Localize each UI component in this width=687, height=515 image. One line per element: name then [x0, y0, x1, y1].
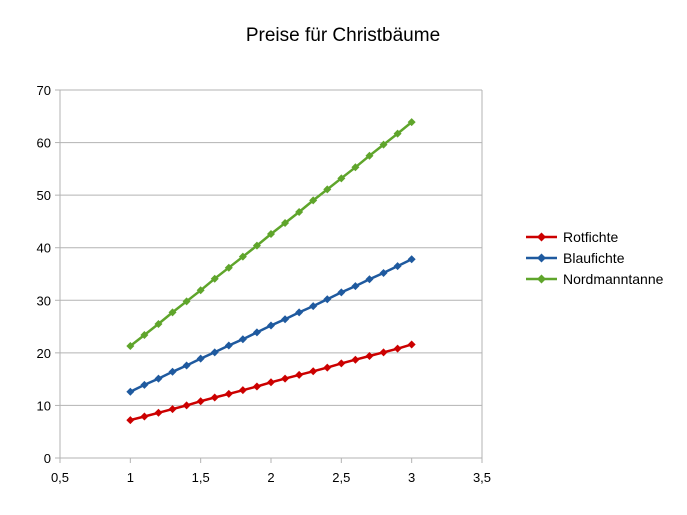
data-point — [407, 340, 416, 349]
data-point — [337, 288, 346, 297]
data-point — [281, 315, 290, 324]
data-point — [323, 185, 332, 194]
data-point — [210, 274, 219, 283]
x-tick-label: 0,5 — [51, 470, 69, 485]
data-point — [252, 241, 261, 250]
legend-item-nordmanntanne: Nordmanntanne — [526, 271, 664, 287]
x-tick-label: 2,5 — [332, 470, 350, 485]
series-group — [126, 118, 416, 425]
x-tick-label: 2 — [267, 470, 274, 485]
data-point — [140, 412, 149, 421]
data-point — [168, 308, 177, 317]
data-point — [126, 416, 135, 425]
data-point — [323, 363, 332, 372]
y-tick-label: 40 — [37, 241, 51, 256]
chart-title: Preise für Christbäume — [246, 25, 440, 46]
data-point — [393, 344, 402, 353]
data-point — [196, 286, 205, 295]
data-point — [267, 321, 275, 330]
data-point — [379, 348, 388, 357]
data-point — [238, 335, 247, 344]
x-tick-label: 1,5 — [192, 470, 210, 485]
data-point — [295, 308, 304, 317]
y-tick-label: 70 — [37, 83, 51, 98]
data-point — [267, 378, 275, 387]
data-point — [281, 219, 290, 228]
data-point — [168, 367, 177, 376]
y-tick-label: 50 — [37, 188, 51, 203]
data-point — [224, 389, 233, 398]
data-point — [337, 359, 346, 368]
data-point — [210, 393, 219, 402]
data-point — [309, 302, 318, 311]
data-point — [126, 387, 135, 396]
data-point — [196, 354, 205, 363]
data-point — [252, 382, 261, 391]
legend-marker — [537, 274, 546, 284]
data-point — [323, 295, 332, 304]
data-point — [407, 255, 416, 264]
y-tick-label: 10 — [37, 398, 51, 413]
data-point — [351, 163, 360, 172]
data-point — [210, 348, 219, 357]
x-tick-label: 3 — [408, 470, 415, 485]
data-point — [267, 230, 275, 239]
legend-label: Nordmanntanne — [563, 271, 664, 287]
data-point — [182, 401, 191, 410]
data-point — [154, 319, 163, 328]
series-blaufichte — [126, 255, 416, 396]
data-point — [407, 118, 416, 127]
data-point — [393, 129, 402, 138]
data-point — [168, 405, 177, 414]
data-point — [154, 374, 163, 383]
data-point — [224, 341, 233, 350]
data-point — [252, 328, 261, 337]
legend-marker — [537, 232, 546, 242]
data-point — [182, 297, 191, 306]
data-point — [126, 342, 135, 351]
legend-item-rotfichte: Rotfichte — [526, 229, 618, 245]
data-point — [309, 367, 318, 376]
x-tick-label: 1 — [127, 470, 134, 485]
y-tick-label: 20 — [37, 346, 51, 361]
legend-item-blaufichte: Blaufichte — [526, 250, 625, 266]
data-point — [238, 386, 247, 395]
data-point — [351, 282, 360, 291]
legend-label: Blaufichte — [563, 250, 625, 266]
y-tick-label: 0 — [44, 451, 51, 466]
data-point — [224, 263, 233, 272]
legend-label: Rotfichte — [563, 229, 618, 245]
y-tick-label: 60 — [37, 136, 51, 151]
axes: 0 10 20 30 40 50 60 70 0,5 1 1,5 2 2,5 3 3,5 — [37, 83, 492, 485]
data-point — [379, 140, 388, 149]
series-rotfichte — [126, 340, 416, 425]
data-point — [140, 330, 149, 339]
data-point — [140, 380, 149, 389]
y-tick-label: 30 — [37, 293, 51, 308]
data-point — [295, 370, 304, 379]
data-point — [365, 275, 374, 284]
x-tick-label: 3,5 — [473, 470, 491, 485]
legend: Rotfichte Blaufichte Nordmanntanne — [526, 229, 664, 287]
data-point — [393, 262, 402, 271]
data-point — [238, 252, 247, 261]
data-point — [365, 151, 374, 160]
data-point — [379, 268, 388, 277]
data-point — [309, 196, 318, 205]
series-nordmanntanne — [126, 118, 416, 351]
data-point — [154, 408, 163, 417]
data-point — [365, 352, 374, 361]
data-point — [337, 174, 346, 183]
legend-marker — [537, 253, 546, 263]
data-point — [295, 207, 304, 216]
data-point — [281, 374, 290, 383]
grid — [60, 89, 482, 459]
data-point — [182, 361, 191, 370]
data-point — [196, 397, 205, 406]
data-point — [351, 355, 360, 364]
